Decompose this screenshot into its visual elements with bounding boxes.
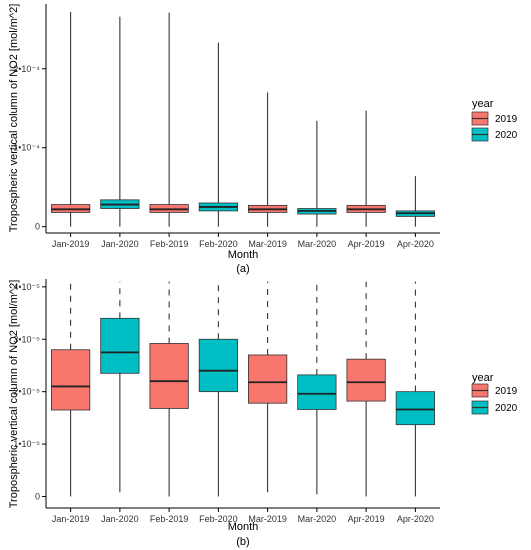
- x-tick-label-apr-2020-a: Apr-2020: [397, 239, 434, 249]
- y-ticks-b: 0 1•10⁻⁵ 2•10⁻⁵ 3•10⁻⁵ 4•10⁻⁵: [13, 282, 46, 501]
- box-feb-2020-b: [198, 338, 238, 393]
- x-tick-label-mar-2020-b: Mar-2020: [298, 514, 337, 524]
- x-tick-label-apr-2020-b: Apr-2020: [397, 514, 434, 524]
- box-jan-2020-b: [100, 317, 140, 374]
- x-tick-label-mar-2019-a: Mar-2019: [248, 239, 287, 249]
- panel-label-a: (a): [236, 263, 249, 275]
- panel-a: 0 1•10⁻⁴ 2•10⁻⁴ Jan-2019 Jan-2020 Feb-2019 Fe…: [8, 4, 518, 275]
- y-tick-label-b: 0: [35, 491, 40, 501]
- x-tick-label-apr-2019-a: Apr-2019: [348, 239, 385, 249]
- x-tick-label-feb-2019-b: Feb-2019: [150, 514, 189, 524]
- legend-title-a: year: [472, 98, 494, 110]
- y-tick-label-b: 4•10⁻⁵: [13, 282, 40, 292]
- x-tick-label-feb-2020-a: Feb-2020: [199, 239, 238, 249]
- y-tick-label-b: 2•10⁻⁵: [13, 387, 40, 397]
- x-tick-label-jan-2020-b: Jan-2020: [101, 514, 139, 524]
- marks-b: [51, 281, 435, 497]
- plot-area-a: [46, 4, 440, 233]
- panel-b: 01•10⁻⁵2•10⁻⁵3•10⁻⁵4•10⁻⁵ Jan-2019 Jan-20…: [8, 279, 518, 548]
- box-jan-2019-b: [51, 349, 91, 411]
- legend-label-2020-a: 2020: [495, 130, 518, 141]
- box-feb-2019-b: [149, 343, 189, 409]
- legend-label-2019-a: 2019: [495, 114, 518, 125]
- legend-title-b: year: [472, 372, 494, 384]
- panel-label-b: (b): [236, 536, 249, 548]
- y-tick-label-b: 3•10⁻⁵: [13, 334, 40, 344]
- y-tick-label-a: 2•10⁻⁴: [13, 64, 40, 74]
- x-tick-label-jan-2019-a: Jan-2019: [52, 239, 90, 249]
- x-tick-label-jan-2019-b: Jan-2019: [52, 514, 90, 524]
- y-tick-label-a: 0: [35, 222, 40, 232]
- x-tick-label-mar-2019-b: Mar-2019: [248, 514, 287, 524]
- legend-b: year 2019 2020: [471, 372, 518, 415]
- box-mar-2020-b: [297, 374, 337, 410]
- y-tick-label-a: 1•10⁻⁴: [13, 143, 40, 153]
- x-ticks-a: Jan-2019 Jan-2020 Feb-2019 Feb-2020 Mar-2019…: [52, 233, 434, 249]
- x-axis-title-a: Month: [228, 249, 259, 261]
- box-apr-2019-b: [346, 358, 386, 402]
- legend-a: year 2019 2020: [471, 98, 518, 142]
- x-tick-label-apr-2019-b: Apr-2019: [348, 514, 385, 524]
- x-tick-label-mar-2020-a: Mar-2020: [298, 239, 337, 249]
- x-axis-title-b: Month: [228, 521, 259, 533]
- y-axis-title-b: Tropospheric vertical column of NO2 [mol…: [8, 280, 20, 509]
- marks-a: [51, 11, 435, 227]
- y-tick-label-b: 1•10⁻⁵: [13, 439, 40, 449]
- box-apr-2020-b: [395, 391, 435, 426]
- x-tick-label-feb-2019-a: Feb-2019: [150, 239, 189, 249]
- legend-label-2019-b: 2019: [495, 386, 518, 397]
- legend-label-2020-b: 2020: [495, 403, 518, 414]
- x-ticks-b: Jan-2019 Jan-2020 Feb-2019 Feb-2020 Mar-2019…: [52, 508, 434, 524]
- box-mar-2019-b: [248, 354, 288, 404]
- x-tick-label-feb-2020-b: Feb-2020: [199, 514, 238, 524]
- x-tick-label-jan-2020-a: Jan-2020: [101, 239, 139, 249]
- y-axis-title-a: Tropospheric vertical column of NO2 [mol…: [8, 4, 20, 233]
- y-ticks-a: 0 1•10⁻⁴ 2•10⁻⁴: [13, 64, 46, 232]
